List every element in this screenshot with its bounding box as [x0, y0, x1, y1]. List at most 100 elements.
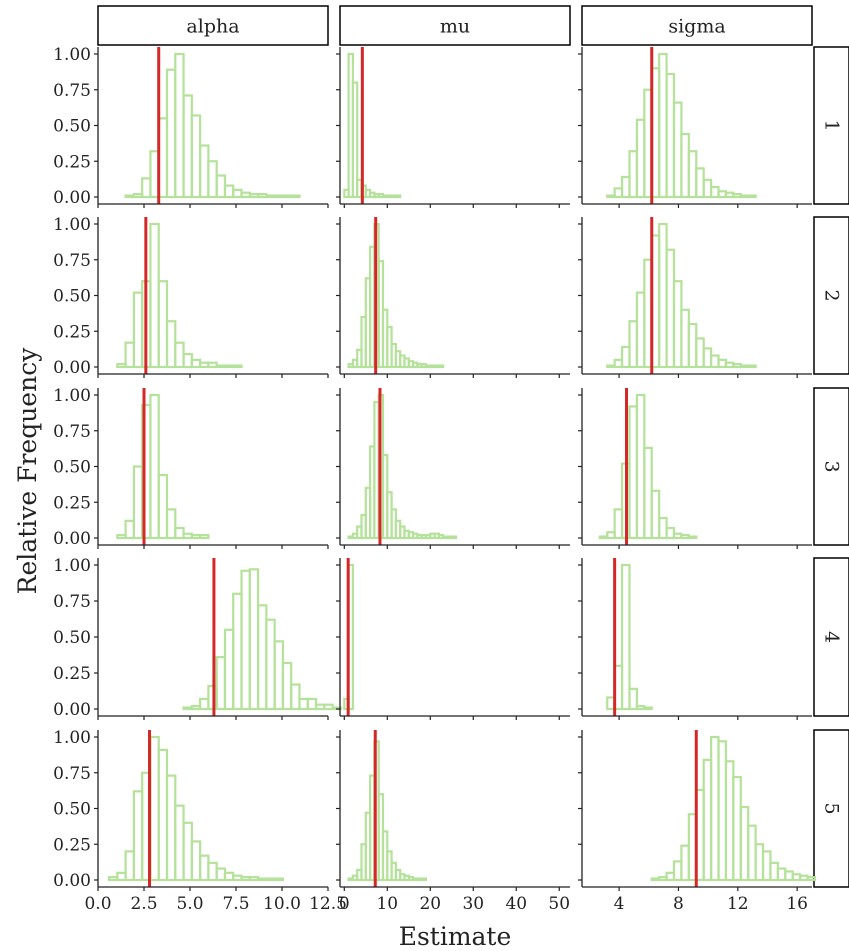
y-tick-label: 0.50 — [53, 287, 91, 307]
histogram-bar — [687, 323, 698, 369]
y-tick-label: 0.25 — [53, 152, 91, 172]
panel-r5-mu: 0 10 20 30 40 50 — [336, 730, 570, 914]
histogram-bar — [182, 821, 193, 882]
y-tick-label: 0.75 — [53, 764, 91, 784]
row-label-5: 5 — [821, 802, 843, 814]
row-strip-3 — [813, 387, 849, 546]
x-tick-label: 12.5 — [309, 894, 347, 914]
histogram-bar — [747, 824, 757, 882]
histogram-bar — [273, 194, 285, 199]
histogram-bar — [732, 775, 742, 882]
histogram-bar — [695, 167, 705, 199]
x-tick-label: 50 — [548, 894, 570, 914]
histogram-bar — [132, 193, 144, 199]
histogram-bar — [650, 489, 661, 540]
histogram-bar — [141, 177, 152, 199]
histogram-bar — [223, 871, 235, 882]
facet-strip-alpha — [97, 5, 329, 46]
histogram-bar — [643, 706, 653, 711]
histogram-bar — [240, 876, 251, 882]
y-tick-label: 0.75 — [53, 422, 91, 442]
histogram-bar — [739, 364, 750, 369]
x-tick-label: 12 — [727, 894, 749, 914]
y-tick-label: 1.00 — [53, 386, 91, 406]
histogram-bar — [680, 844, 690, 882]
histogram-bar — [672, 860, 683, 882]
histogram-bar — [207, 861, 218, 882]
histogram-bar — [256, 193, 268, 199]
y-tick-label: 1.00 — [53, 728, 91, 748]
histogram-bar — [769, 861, 779, 882]
histogram-bar — [190, 358, 202, 369]
histogram-bar — [598, 535, 609, 540]
histogram-bar — [761, 850, 772, 882]
histogram-bar — [702, 178, 713, 199]
histogram-bar — [628, 150, 639, 199]
histogram-bar — [613, 508, 624, 540]
panel-r3-alpha: 0.00 0.25 0.50 0.75 1.00 — [53, 386, 329, 549]
y-tick-label: 0.00 — [53, 358, 91, 378]
panel-r5-sigma: 4 8 12 16 — [578, 730, 817, 914]
histogram-bar — [672, 532, 683, 540]
histogram-bar — [724, 191, 735, 199]
histogram-bar — [248, 876, 260, 882]
histogram-bar — [182, 353, 193, 369]
histogram-bar — [776, 867, 787, 882]
histogram-bar — [199, 534, 210, 540]
histogram-bar — [658, 516, 668, 540]
histogram-bar — [199, 697, 210, 711]
facet-strip-sigma — [581, 5, 813, 46]
histogram-bar — [240, 569, 251, 711]
y-tick-label: 0.00 — [53, 871, 91, 891]
histogram-bar — [799, 874, 809, 882]
histogram-bar — [665, 72, 676, 199]
histogram-bar — [165, 320, 177, 369]
histogram-bar — [124, 194, 135, 199]
histogram-bar — [199, 144, 210, 199]
histogram-bar — [232, 364, 243, 369]
y-tick-label: 0.25 — [53, 835, 91, 855]
histogram-bar — [680, 534, 690, 540]
histogram-bar — [643, 446, 653, 540]
histogram-bar — [215, 867, 227, 882]
panel-r2-mu — [336, 217, 570, 378]
row-strip-2 — [813, 216, 849, 375]
y-tick-label: 0.50 — [53, 458, 91, 478]
histogram-bar — [613, 358, 624, 369]
y-tick-label: 0.75 — [53, 592, 91, 612]
histogram-bar — [628, 687, 639, 711]
x-tick-label: 10.0 — [263, 894, 301, 914]
histogram-bar — [437, 364, 445, 369]
x-tick-label: 8 — [673, 894, 684, 914]
histogram-bar — [107, 876, 119, 882]
histogram-bar — [702, 347, 713, 369]
histogram-bar — [747, 194, 757, 199]
histogram-bar — [281, 194, 293, 199]
histogram-bar — [613, 187, 624, 199]
histogram-bar — [199, 854, 210, 882]
histogram-bar — [665, 526, 676, 540]
histogram-bar — [215, 174, 227, 199]
histogram-bar — [620, 563, 631, 711]
histogram-bar — [265, 194, 276, 199]
x-tick-label: 2.5 — [130, 894, 157, 914]
panel-r3-sigma — [578, 388, 812, 549]
x-tick-label: 0 — [339, 894, 350, 914]
y-tick-label: 1.00 — [53, 45, 91, 65]
histogram-bar — [732, 193, 742, 199]
histogram-bar — [635, 705, 646, 711]
y-tick-label: 0.25 — [53, 664, 91, 684]
histogram-bar — [223, 364, 235, 369]
histogram-bar — [223, 628, 235, 711]
histogram-bar — [394, 194, 402, 199]
y-tick-label: 0.00 — [53, 529, 91, 549]
histogram-bar — [190, 114, 202, 199]
histogram-bar — [116, 363, 127, 369]
histogram-bar — [232, 592, 243, 711]
histogram-bar — [149, 222, 160, 369]
y-tick-label: 0.25 — [53, 322, 91, 342]
x-tick-label: 30 — [462, 894, 484, 914]
row-strip-5 — [813, 729, 849, 888]
histogram-bar — [290, 683, 301, 711]
histogram-bar — [695, 337, 705, 369]
